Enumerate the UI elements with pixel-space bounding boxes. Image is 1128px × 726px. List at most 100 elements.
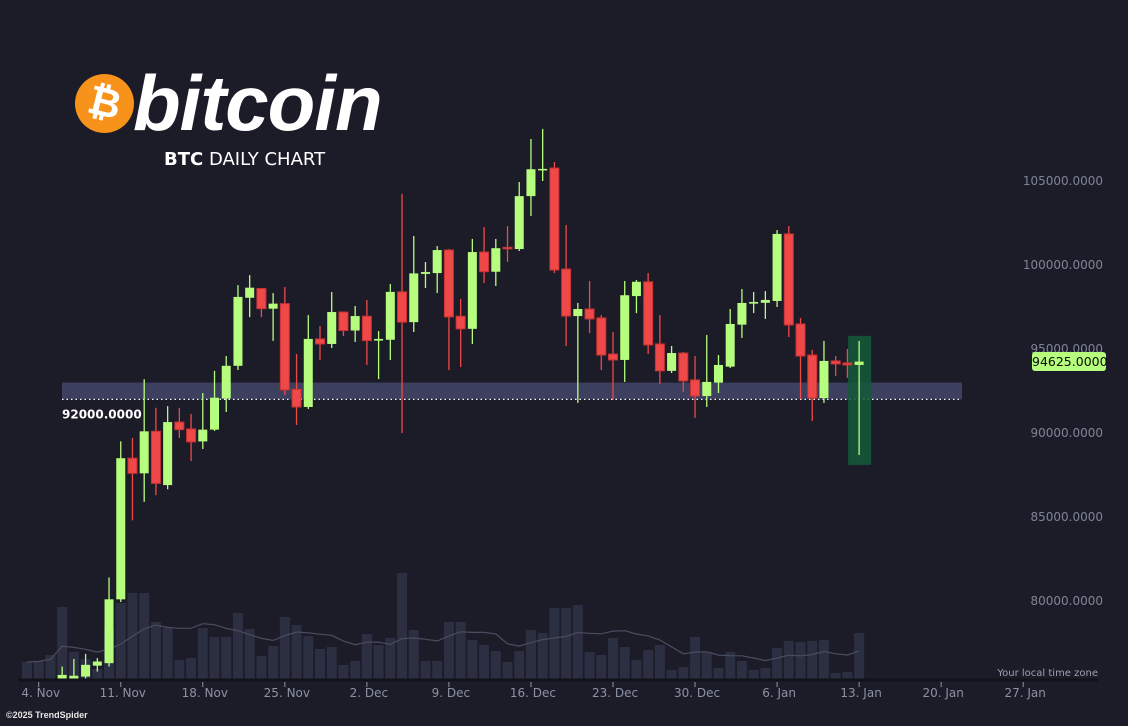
candle-body xyxy=(678,352,689,382)
candle-body xyxy=(116,458,126,600)
candle-body xyxy=(150,430,161,484)
candle xyxy=(854,340,864,456)
candle xyxy=(198,393,208,449)
candle-body xyxy=(186,428,197,443)
candle xyxy=(654,315,665,384)
candle xyxy=(608,332,618,400)
candle xyxy=(514,182,524,252)
candle xyxy=(596,315,607,370)
volume-bar xyxy=(748,670,759,679)
volume-bar xyxy=(549,608,560,679)
candle-body xyxy=(233,296,243,366)
candle xyxy=(549,162,560,274)
candle-body xyxy=(104,599,114,664)
y-tick-label: 100000.0000 xyxy=(1023,258,1103,272)
candle-body xyxy=(163,422,173,486)
candle xyxy=(455,298,466,367)
candle-body xyxy=(772,233,782,301)
candle-body xyxy=(760,299,770,303)
candle-body xyxy=(526,169,536,197)
candle-body xyxy=(608,353,618,361)
bitcoin-symbol: ₿ xyxy=(83,76,126,130)
candle-body xyxy=(327,312,337,344)
volume-bar xyxy=(443,622,454,679)
candle-body xyxy=(455,315,466,330)
volume-bar xyxy=(279,617,290,679)
volume-bar xyxy=(795,642,806,679)
candle xyxy=(256,288,267,318)
volume-bar xyxy=(584,652,595,679)
volume-bar xyxy=(186,658,197,679)
candle xyxy=(186,414,197,462)
candle xyxy=(702,335,712,407)
candle xyxy=(279,287,290,396)
x-tick-label: 30. Dec xyxy=(674,686,720,700)
volume-bar xyxy=(174,660,185,679)
x-tick-label: 20. Jan xyxy=(922,686,963,700)
volume-bar xyxy=(818,640,829,679)
candle-body xyxy=(643,281,654,346)
candle-body xyxy=(549,167,560,271)
volume-bar xyxy=(596,655,607,679)
volume-bar xyxy=(115,603,126,679)
volume-bar xyxy=(772,648,783,679)
volume-bar xyxy=(502,662,513,679)
candle xyxy=(338,311,349,337)
volume-bar xyxy=(162,628,173,679)
candle-body xyxy=(210,397,220,430)
candle-body xyxy=(749,301,759,304)
candle xyxy=(315,325,325,360)
candle-body xyxy=(350,316,360,331)
candle xyxy=(573,302,583,403)
candle-body xyxy=(92,661,102,666)
candle xyxy=(245,275,255,318)
candle-body xyxy=(842,362,853,366)
candle-body xyxy=(737,302,747,325)
volume-bar xyxy=(643,650,654,679)
volume-bar xyxy=(608,638,618,679)
volume-bar xyxy=(807,641,818,679)
volume-bar xyxy=(326,647,337,679)
volume-bar xyxy=(467,640,478,679)
x-tick-label: 18. Nov xyxy=(182,686,228,700)
volume-bar xyxy=(619,647,630,679)
candle-body xyxy=(654,343,665,372)
candle xyxy=(104,577,114,667)
candle-body xyxy=(256,288,267,310)
candle-body xyxy=(479,251,490,273)
x-tick-label: 16. Dec xyxy=(510,686,556,700)
candle xyxy=(409,235,419,333)
candle-body xyxy=(830,360,841,365)
support-label: 92000.0000 xyxy=(62,407,142,421)
volume-bar xyxy=(268,646,279,679)
candle xyxy=(807,350,818,422)
volume-bar xyxy=(408,630,419,679)
candle xyxy=(303,315,313,409)
y-tick-label: 80000.0000 xyxy=(1030,594,1103,608)
candle-body xyxy=(514,196,524,250)
candle xyxy=(502,226,513,262)
candle-body xyxy=(397,291,408,323)
candle xyxy=(819,340,829,403)
x-tick-label: 13. Jan xyxy=(840,686,881,700)
candle-body xyxy=(631,281,641,297)
candle xyxy=(127,438,138,521)
candle xyxy=(526,139,536,216)
candle-body xyxy=(245,287,255,298)
candle-body xyxy=(338,311,349,332)
candle xyxy=(713,355,723,394)
candle xyxy=(584,280,595,334)
candle-body xyxy=(502,246,513,250)
volume-bar xyxy=(479,645,490,679)
candle-body xyxy=(174,421,185,431)
volume-bar xyxy=(92,669,103,679)
volume-bar xyxy=(244,629,255,679)
candle-body xyxy=(221,365,231,399)
y-tick-label: 85000.0000 xyxy=(1030,510,1103,524)
candle xyxy=(678,352,689,393)
candle-body xyxy=(561,268,572,317)
x-axis: 4. Nov 11. Nov 18. Nov 25. Nov 2. Dec 9. Dec 1… xyxy=(21,682,1046,700)
timezone-label[interactable]: Your local time zone xyxy=(996,668,1098,679)
volume-bar xyxy=(221,637,232,679)
candle xyxy=(374,331,384,380)
